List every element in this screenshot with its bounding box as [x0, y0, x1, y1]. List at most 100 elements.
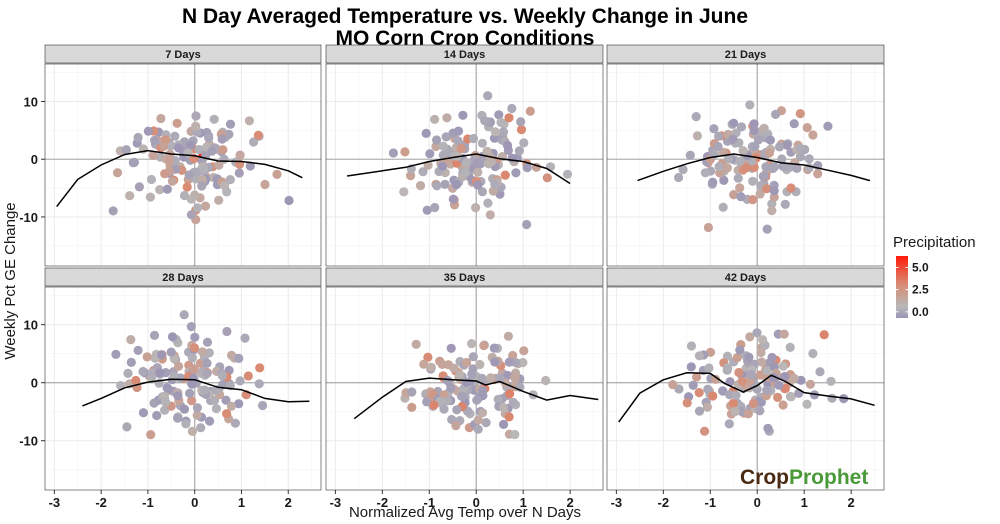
data-point: [762, 385, 772, 395]
legend-label: 2.5: [912, 283, 929, 297]
data-point: [483, 91, 493, 101]
data-point: [774, 142, 785, 152]
smooth-trend-line: [56, 149, 303, 208]
data-point: [542, 173, 552, 183]
data-point: [516, 125, 527, 135]
data-point: [477, 138, 487, 148]
data-point: [522, 219, 532, 230]
facet-strip: [44, 267, 322, 287]
data-point: [703, 384, 713, 394]
data-point: [468, 352, 478, 362]
data-point: [467, 339, 477, 349]
data-point: [819, 330, 829, 340]
data-point: [738, 146, 748, 156]
data-point: [499, 419, 509, 429]
data-point: [779, 329, 789, 339]
data-point: [504, 113, 514, 123]
data-point: [809, 390, 820, 400]
data-point: [519, 346, 529, 356]
data-point: [222, 409, 232, 419]
panel-35-days: 35 Days -3 -2 -1 0 1 2: [325, 267, 604, 510]
data-point: [473, 180, 483, 190]
data-point: [254, 379, 264, 389]
data-point: [460, 168, 470, 178]
data-point: [186, 322, 196, 332]
x-tick-label: -2: [377, 495, 389, 510]
data-point: [713, 141, 723, 152]
data-point: [167, 176, 177, 186]
data-point: [688, 380, 698, 390]
smooth-trend-line: [346, 153, 571, 185]
data-point: [495, 373, 505, 383]
data-point: [741, 163, 751, 173]
data-point: [737, 376, 748, 386]
data-point: [121, 145, 131, 155]
data-point: [795, 152, 806, 162]
precipitation-legend: Precipitation 5.0 2.5 0.0: [893, 234, 976, 319]
data-point: [146, 430, 156, 440]
data-point: [134, 182, 144, 192]
data-point: [804, 154, 814, 164]
data-point: [142, 352, 152, 362]
data-point: [752, 328, 762, 338]
data-point: [749, 125, 759, 136]
data-point: [162, 184, 172, 194]
data-point: [451, 180, 462, 190]
data-point: [423, 352, 433, 362]
data-point: [174, 361, 184, 371]
data-point: [125, 191, 135, 201]
data-point: [496, 117, 506, 127]
data-point: [703, 222, 714, 233]
data-point: [473, 167, 483, 177]
data-point: [467, 369, 477, 379]
data-point: [217, 371, 227, 381]
data-point: [805, 379, 816, 389]
data-point: [792, 163, 802, 173]
chart-title-line1: N Day Averaged Temperature vs. Weekly Ch…: [182, 5, 748, 28]
data-point: [170, 131, 180, 141]
data-point: [458, 110, 468, 120]
data-point: [748, 398, 759, 409]
data-point: [714, 131, 724, 141]
data-point: [767, 206, 777, 216]
data-point: [473, 415, 483, 425]
data-point: [702, 402, 713, 412]
data-point: [694, 406, 705, 416]
data-point: [802, 123, 812, 133]
data-point: [249, 137, 259, 147]
data-point: [164, 156, 174, 166]
data-point: [422, 205, 432, 215]
data-point: [211, 404, 221, 414]
facet-strip: [325, 44, 604, 64]
data-point: [138, 366, 148, 377]
data-point: [755, 406, 765, 416]
data-point: [197, 181, 207, 191]
data-point: [762, 366, 772, 376]
data-point: [518, 357, 528, 368]
data-point: [477, 187, 487, 197]
data-point: [192, 403, 202, 413]
data-point: [147, 368, 158, 378]
x-tick-label: -3: [611, 495, 623, 510]
facet-strip-label: 28 Days: [162, 272, 204, 284]
data-point: [762, 184, 772, 194]
data-point: [211, 385, 221, 395]
data-point: [204, 133, 214, 143]
data-point: [481, 418, 491, 428]
data-point: [735, 345, 745, 355]
data-point: [418, 167, 428, 177]
panel-border: [44, 63, 322, 267]
panel-14-days: 14 Days: [325, 44, 604, 267]
data-point: [426, 362, 436, 372]
data-point: [685, 150, 695, 160]
data-point: [173, 143, 184, 153]
data-point: [782, 140, 792, 150]
data-point: [209, 114, 219, 124]
data-point: [197, 347, 207, 357]
data-point: [674, 172, 684, 183]
data-point: [514, 146, 525, 156]
data-point: [437, 359, 447, 369]
data-point: [461, 158, 471, 168]
y-tick-label: -10: [19, 434, 38, 449]
